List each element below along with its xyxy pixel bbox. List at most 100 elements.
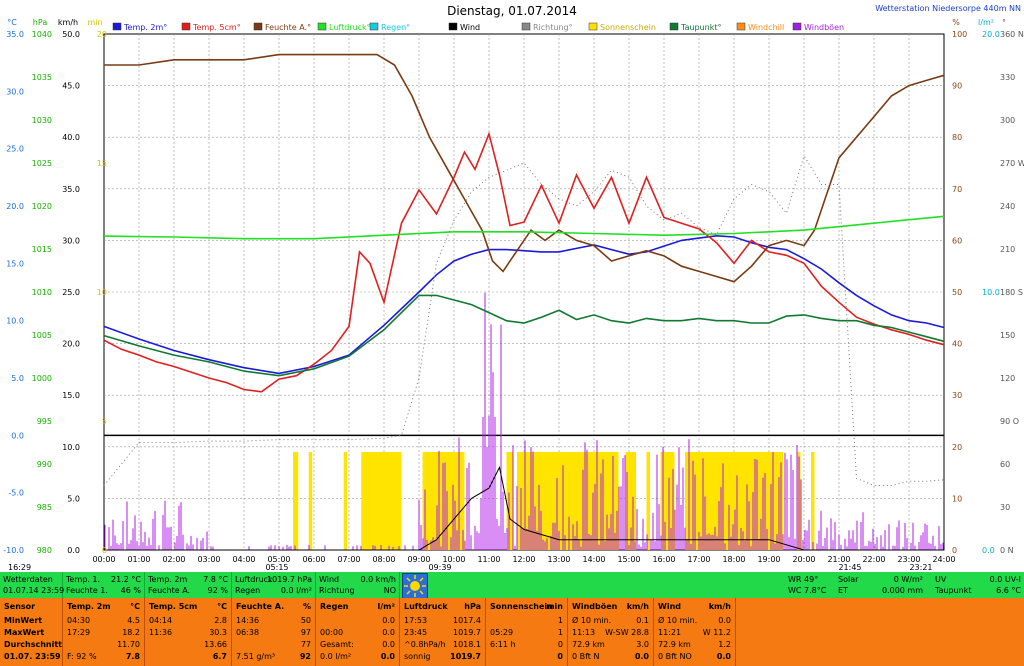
x-tick-label: 23:00 (897, 555, 920, 564)
sun-marker-label: 09:39 (428, 563, 451, 572)
axis-unit: km/h (58, 18, 78, 27)
stats-windmax-column: Wind km/h Ø 10 min. 0.0 11:21 W 11.2 72.9 km 1.… (654, 598, 736, 666)
status-uv-label: UV (935, 575, 947, 584)
x-tick-label: 15:00 (617, 555, 640, 564)
stats-value: 11.70 (117, 640, 140, 649)
axis-tick-label: 15.0 (62, 391, 80, 400)
current-status-bar: Wetterdaten 01.07.14 23:59 Temp. 1. 21.2… (0, 572, 1024, 598)
sun-marker-label: 05:15 (265, 563, 288, 572)
status-wind: Wind 0.0 km/h Richtung NO (316, 572, 400, 598)
stats-value: 7.8 (125, 652, 140, 661)
x-tick-label: 09:00 (407, 555, 430, 564)
stats-value: 1 (557, 616, 563, 625)
status-regen-label: Regen (235, 586, 261, 595)
x-tick-label: 17:00 (687, 555, 710, 564)
stats-time: 04:30 (67, 616, 91, 625)
stats-row-label: 01.07. 23:59 (4, 652, 61, 661)
x-tick-label: 00:00 (92, 555, 115, 564)
status-feuchte1-value: 46 % (120, 586, 141, 595)
stats-header: Luftdruck (404, 602, 448, 611)
axis-unit: l/m² (978, 18, 994, 27)
stats-value: 1017.4 (453, 616, 481, 625)
axis-unit: ° (1002, 18, 1006, 27)
axis-tick-label: 5.0 (67, 494, 80, 503)
axis-tick-label: 20.0 (62, 340, 80, 349)
stats-feuchte-column: Feuchte A.% 14:36 50 06:38 97 77 7.51 g/m³ 92 (232, 598, 316, 666)
status-luftdruck-label: Luftdruck (235, 575, 273, 584)
stats-row-label: Durchschnitt (4, 640, 63, 649)
axis-tick-label: 270 W (1000, 159, 1024, 168)
legend-swatch (669, 22, 679, 31)
axis-tick-label: 980 (37, 546, 52, 555)
stats-value: 0.0 (380, 652, 395, 661)
legend-label: Richtung° (533, 23, 573, 32)
axis-tick-label: 80 (952, 133, 962, 142)
stats-header: Temp. 5cm (149, 602, 198, 611)
sunshine-bar (506, 451, 514, 550)
axis-tick-label: 150 (1000, 331, 1015, 340)
legend-label: Temp. 2m° (123, 23, 167, 32)
legend-label: Temp. 5cm° (192, 23, 241, 32)
status-feuchteA-label: Feuchte A. (148, 586, 191, 595)
axis-tick-label: 5 (102, 417, 107, 426)
legend-swatch (792, 22, 802, 31)
legend-swatch (253, 22, 263, 31)
stats-header: Windböen (572, 602, 618, 611)
axis-tick-label: 40 (952, 340, 962, 349)
axis-tick-label: 50 (952, 288, 962, 297)
stats-header: Feuchte A. (236, 602, 285, 611)
status-luftdruck-value: 1019.7 hPa (267, 575, 312, 584)
stats-value: 6.7 (212, 652, 227, 661)
stats-row-label: MinWert (4, 616, 43, 625)
axis-tick-label: 240 (1000, 202, 1015, 211)
stats-header: Sensor (4, 602, 36, 611)
stats-time: 11:13 (572, 628, 596, 637)
status-temp2m-value: 7.8 °C (203, 575, 228, 584)
stats-unit: °C (130, 602, 140, 611)
legend-label: Windchill (748, 23, 784, 32)
status-wc-value: WC 7.8°C (788, 586, 827, 595)
sunshine-bar (293, 451, 299, 550)
status-richtung-label: Richtung (319, 586, 355, 595)
legend-label: Windböen (804, 23, 844, 32)
axis-tick-label: 20.0 (6, 202, 24, 211)
legend-label: Luftdruck° (329, 23, 371, 32)
stats-unit: % (302, 602, 311, 611)
x-tick-label: 19:00 (757, 555, 780, 564)
axis-tick-label: 15 (97, 159, 107, 168)
stats-value: 0.0 (716, 652, 731, 661)
legend-swatch (181, 22, 191, 31)
axis-tick-label: 0.0 (11, 431, 24, 440)
stats-time: 06:38 (236, 628, 260, 637)
x-tick-label: 04:00 (232, 555, 255, 564)
stats-luftdruck-column: Luftdruck hPa 17:53 1017.4 23:45 1019.7 ^0.8hP… (400, 598, 486, 666)
chart-title: Dienstag, 01.07.2014 (447, 4, 577, 18)
stats-time: 04:14 (149, 616, 173, 625)
axis-tick-label: 30 (952, 391, 962, 400)
axis-unit: hPa (33, 18, 48, 27)
stats-value: 0.0 (382, 616, 395, 625)
x-tick-label: 13:00 (547, 555, 570, 564)
stats-time: Ø 10 min. (658, 616, 698, 625)
x-tick-label: 20:00 (792, 555, 815, 564)
stats-header: Wind (658, 602, 681, 611)
legend-swatch (588, 22, 598, 31)
x-tick-label: 06:00 (302, 555, 325, 564)
stats-value: 0.1 (636, 616, 649, 625)
axis-tick-label: 50.0 (62, 30, 80, 39)
axis-tick-label: 0 (102, 546, 107, 555)
axis-unit: °C (7, 18, 17, 27)
stats-time: sonnig (404, 652, 431, 661)
axis-tick-label: 30.0 (6, 87, 24, 96)
x-tick-label: 18:00 (722, 555, 745, 564)
chart-legend: Temp. 2m° Temp. 5cm° Feuchte A.° Luftdruck°… (112, 22, 844, 32)
x-tick-label: 03:00 (197, 555, 220, 564)
stats-time: 72.9 km (658, 640, 691, 649)
stats-header: Regen (320, 602, 349, 611)
axis-tick-label: 40.0 (62, 133, 80, 142)
stats-time: 17:53 (404, 616, 428, 625)
stats-time: 0 Bft N (572, 652, 600, 661)
statistics-table: Sensor MinWert MaxWert Durchschnitt 01.07. 2… (0, 598, 1024, 666)
axis-tick-label: 1040 (32, 30, 52, 39)
status-richtung-value: NO (383, 586, 396, 595)
